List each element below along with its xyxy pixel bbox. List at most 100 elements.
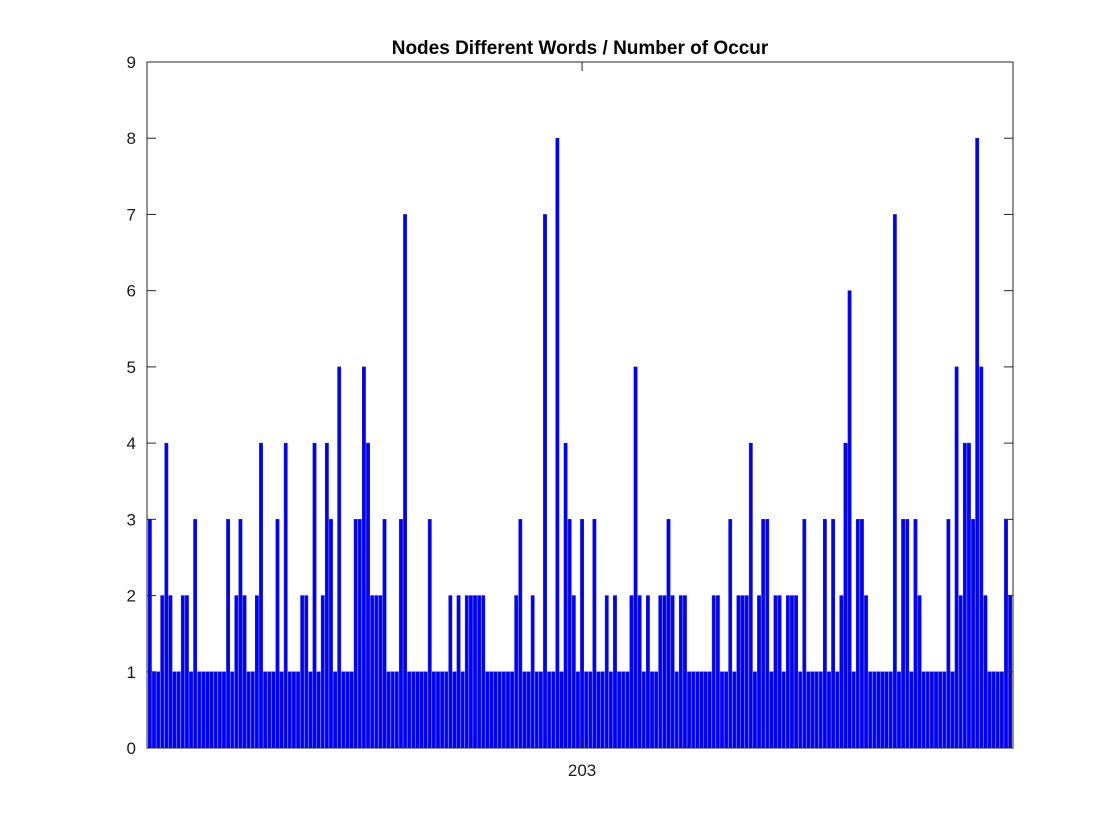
bar	[674, 671, 679, 749]
bar	[316, 671, 321, 749]
bar	[180, 595, 185, 749]
bar	[362, 366, 366, 749]
bar	[152, 671, 156, 749]
y-tick-label: 8	[127, 129, 136, 148]
bar	[493, 671, 498, 749]
bar	[456, 595, 461, 749]
bar	[785, 595, 790, 749]
y-tick-label: 3	[127, 510, 136, 529]
bar	[596, 671, 601, 749]
bar	[884, 671, 889, 749]
bar	[464, 595, 469, 749]
bar	[263, 671, 268, 749]
y-tick-label: 0	[127, 739, 136, 758]
bar	[559, 671, 564, 749]
x-axis: 203	[568, 62, 596, 780]
bar	[658, 595, 663, 749]
bar	[909, 671, 914, 749]
bar	[333, 671, 337, 749]
bar	[678, 595, 683, 749]
bar	[934, 671, 938, 749]
bar	[329, 519, 333, 749]
bar	[991, 671, 996, 749]
bar	[296, 671, 300, 749]
bar	[835, 671, 840, 749]
bar	[761, 519, 766, 749]
y-axis: 0 1 2 3 4 5 6 7 8 9	[127, 53, 1013, 758]
bar	[530, 595, 535, 749]
bar	[925, 671, 930, 749]
bar	[374, 595, 379, 749]
bar	[588, 671, 593, 749]
bar	[497, 671, 502, 749]
bar	[790, 595, 794, 749]
bar	[452, 671, 457, 749]
bar	[534, 671, 539, 749]
bar	[728, 519, 733, 749]
bar	[567, 519, 572, 749]
bar	[637, 595, 642, 749]
bar	[666, 519, 671, 749]
bar	[547, 671, 552, 749]
bar	[403, 214, 407, 749]
bar	[189, 671, 193, 749]
bar	[415, 671, 420, 749]
bar	[839, 595, 844, 749]
bar	[814, 671, 819, 749]
bar	[930, 671, 934, 749]
bar	[292, 671, 296, 749]
bar	[613, 595, 617, 749]
bar	[501, 671, 506, 749]
bar	[773, 595, 778, 749]
bar	[193, 519, 198, 749]
bar	[913, 519, 918, 749]
bar	[197, 671, 202, 749]
bar	[810, 671, 815, 749]
y-tick-label: 4	[127, 434, 136, 453]
bar	[954, 366, 959, 749]
bar	[831, 519, 836, 749]
bar	[514, 595, 519, 749]
bar	[164, 442, 169, 749]
bar	[592, 519, 597, 749]
bar	[563, 442, 568, 749]
bar	[711, 595, 716, 749]
bar	[608, 671, 613, 749]
bar	[979, 366, 984, 749]
bar	[724, 671, 729, 749]
bar	[275, 519, 280, 749]
bar	[794, 595, 798, 749]
bar	[827, 671, 831, 749]
bar	[357, 519, 362, 749]
bar	[576, 671, 580, 749]
bar	[641, 671, 646, 749]
bar	[477, 595, 482, 749]
bar	[621, 671, 626, 749]
bar	[539, 671, 543, 749]
bar	[633, 366, 638, 749]
bar	[732, 671, 737, 749]
bar	[748, 442, 753, 749]
y-tick-label: 9	[127, 53, 136, 72]
bar	[757, 595, 761, 749]
bar	[271, 671, 276, 749]
bar	[897, 671, 901, 749]
bar	[872, 671, 877, 749]
bar	[411, 671, 416, 749]
y-tick-label: 6	[127, 282, 136, 301]
bar	[703, 671, 708, 749]
bar	[917, 595, 922, 749]
bar	[802, 519, 807, 749]
bar	[604, 595, 609, 749]
bar	[769, 671, 774, 749]
bar	[975, 137, 980, 749]
bar	[580, 519, 584, 749]
bar	[888, 671, 893, 749]
bar	[246, 671, 251, 749]
bar	[378, 595, 383, 749]
bar	[753, 671, 757, 749]
bar	[234, 595, 239, 749]
bar	[436, 671, 440, 749]
bar	[892, 214, 897, 749]
bar	[506, 671, 510, 749]
